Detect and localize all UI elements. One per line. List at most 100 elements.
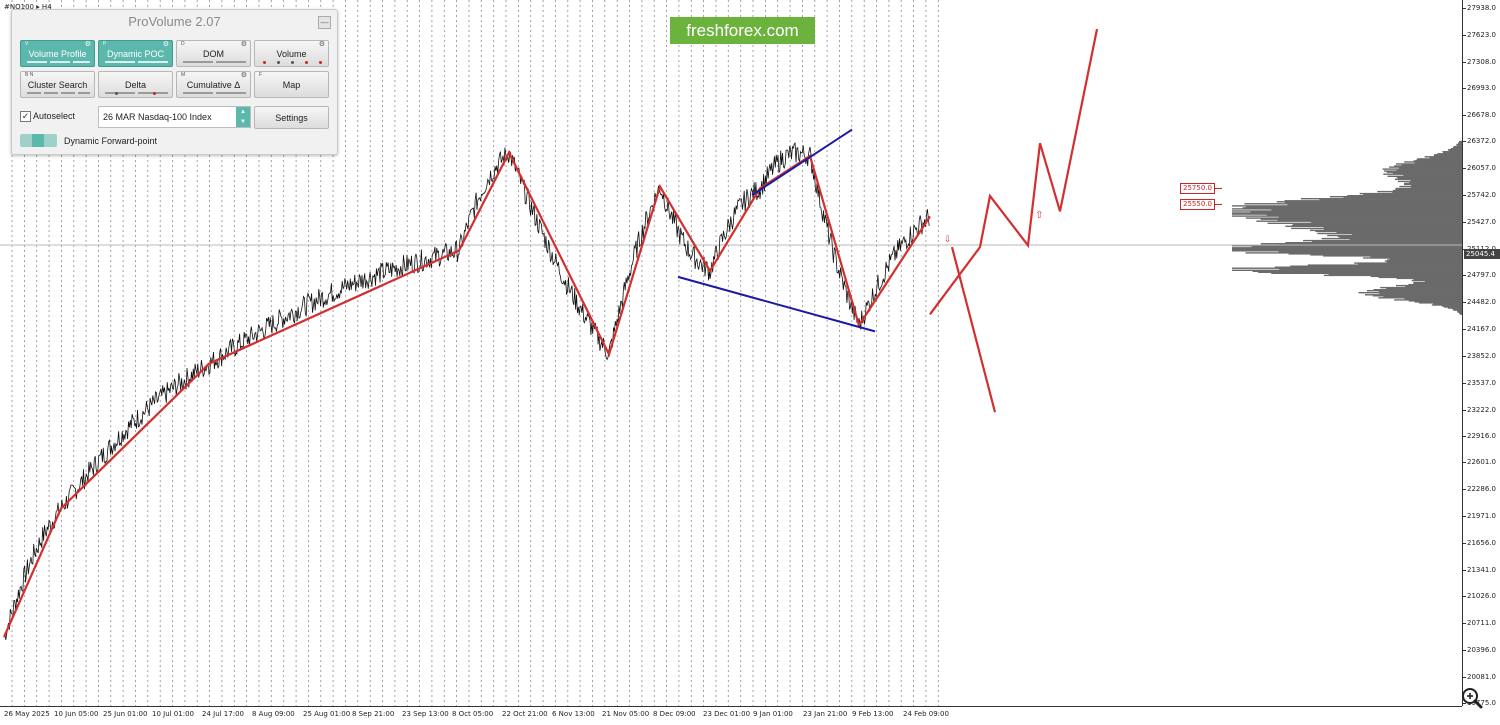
profile-bar	[1288, 253, 1462, 255]
profile-bar	[1380, 286, 1462, 289]
gear-icon[interactable]: ⚙	[162, 41, 169, 48]
symbol-label: #NQ100 ▸ H4	[4, 3, 52, 11]
profile-bar	[1365, 294, 1462, 296]
profile-bar	[1424, 280, 1462, 283]
chart-area[interactable]: ⇧ ⇩ #NQ100 ▸ H4 freshforex.com 25750.0 2…	[0, 0, 1462, 706]
price-chart[interactable]: ⇧ ⇩	[0, 0, 1462, 706]
time-tick-label: 8 Sep 21:00	[352, 710, 395, 718]
profile-bar	[1418, 302, 1462, 304]
profile-bar	[1359, 192, 1462, 195]
profile-bar	[1245, 206, 1462, 208]
profile-bar	[1413, 281, 1462, 284]
axis-tick	[1463, 596, 1466, 598]
price-tick-label: 25427.0	[1467, 217, 1496, 226]
profile-bar	[1387, 261, 1462, 263]
minimize-icon[interactable]: —	[318, 16, 331, 29]
profile-bar	[1433, 303, 1462, 305]
settings-button[interactable]: Settings	[254, 106, 329, 129]
cumulative-delta-button[interactable]: M ⚙ Cumulative Δ	[176, 71, 251, 98]
profile-bar	[1384, 260, 1462, 262]
indicator-bar	[183, 92, 213, 94]
toggle-knob	[32, 134, 44, 147]
button-label: Map	[282, 80, 301, 90]
instrument-select[interactable]: 26 MAR Nasdaq-100 Index ▲ ▼	[98, 106, 251, 128]
profile-bar	[1378, 276, 1462, 279]
profile-bar	[1394, 299, 1462, 301]
hotkey-label: B N	[25, 72, 34, 78]
profile-bar	[1312, 240, 1462, 243]
current-price-label: 25045.4	[1464, 249, 1500, 260]
profile-bar	[1232, 215, 1462, 217]
volume-profile-button[interactable]: V ⚙ Volume Profile	[20, 40, 95, 67]
axis-tick	[1463, 623, 1466, 625]
zigzag-polyline	[2, 150, 931, 638]
profile-bar	[1232, 245, 1462, 247]
profile-bar	[1377, 190, 1462, 193]
profile-bar	[1256, 220, 1462, 222]
profile-bar	[1274, 266, 1462, 268]
price-tick-label: 23537.0	[1467, 378, 1496, 387]
time-tick-label: 26 May 2025	[4, 710, 50, 718]
profile-bar	[1389, 258, 1462, 260]
dynamic-poc-button[interactable]: P ⚙ Dynamic POC	[98, 40, 173, 67]
level-tag[interactable]: 25750.0	[1180, 183, 1215, 194]
axis-tick	[1463, 462, 1466, 464]
gear-icon[interactable]: ⚙	[240, 72, 247, 79]
profile-bar	[1399, 185, 1462, 188]
axis-tick	[1463, 34, 1466, 36]
level-tag[interactable]: 25550.0	[1180, 199, 1215, 210]
profile-bar	[1242, 207, 1462, 209]
autoselect-checkbox[interactable]: ✓	[20, 111, 31, 122]
profile-bar	[1408, 300, 1462, 302]
profile-bar	[1448, 150, 1462, 152]
time-tick-label: 23 Dec 01:00	[703, 710, 751, 718]
indicator-dot	[115, 92, 118, 95]
gear-icon[interactable]: ⚙	[84, 41, 91, 48]
level-tick	[1214, 188, 1222, 189]
gear-icon[interactable]: ⚙	[240, 41, 247, 48]
profile-bar	[1276, 201, 1462, 203]
price-tick-label: 20081.0	[1467, 672, 1496, 681]
price-tick-label: 20396.0	[1467, 646, 1496, 655]
forecast-up-line	[929, 28, 1099, 315]
indicator-bar	[73, 61, 90, 63]
price-tick-label: 24482.0	[1467, 298, 1496, 307]
time-tick-label: 25 Aug 01:00	[303, 710, 351, 718]
time-tick-label: 8 Dec 09:00	[653, 710, 696, 718]
profile-bar	[1232, 267, 1462, 269]
profile-bar	[1460, 313, 1462, 315]
zoom-in-icon[interactable]	[1460, 686, 1484, 710]
axis-tick	[1463, 329, 1466, 331]
profile-bar	[1363, 257, 1462, 259]
forward-point-toggle[interactable]	[20, 134, 57, 147]
profile-bar	[1323, 226, 1462, 228]
gear-icon[interactable]: ⚙	[318, 41, 325, 48]
chevron-updown-icon[interactable]: ▲ ▼	[236, 107, 250, 127]
indicator-bar	[44, 92, 58, 94]
profile-bar	[1319, 199, 1462, 201]
profile-bar	[1396, 176, 1462, 178]
panel-title: ProVolume 2.07	[128, 14, 221, 29]
profile-bar	[1458, 141, 1462, 144]
indicator-bar	[61, 92, 75, 94]
dom-button[interactable]: D ⚙ DOM	[176, 40, 251, 67]
profile-bar	[1328, 273, 1462, 275]
volume-button[interactable]: ⚙ Volume	[254, 40, 329, 67]
cluster-search-button[interactable]: B N Cluster Search	[20, 71, 95, 98]
profile-bar	[1232, 212, 1462, 214]
price-axis[interactable]: 27938.0 27623.0 27308.0 26993.0 26678.0 26372…	[1462, 0, 1500, 707]
axis-tick	[1463, 194, 1466, 196]
profile-bar	[1389, 166, 1462, 168]
axis-tick	[1463, 489, 1466, 491]
profile-bar	[1245, 217, 1462, 219]
map-button[interactable]: F Map	[254, 71, 329, 98]
profile-bar	[1414, 301, 1462, 303]
delta-button[interactable]: Delta	[98, 71, 173, 98]
profile-bar	[1409, 181, 1462, 184]
time-axis[interactable]: 26 May 2025 10 Jun 05:00 25 Jun 01:00 10 Ju…	[0, 706, 1462, 725]
axis-tick	[1463, 703, 1466, 704]
profile-bar	[1271, 209, 1462, 211]
indicator-bar	[105, 92, 135, 94]
time-tick-label: 8 Aug 09:00	[252, 710, 295, 718]
profile-bar	[1278, 251, 1462, 253]
